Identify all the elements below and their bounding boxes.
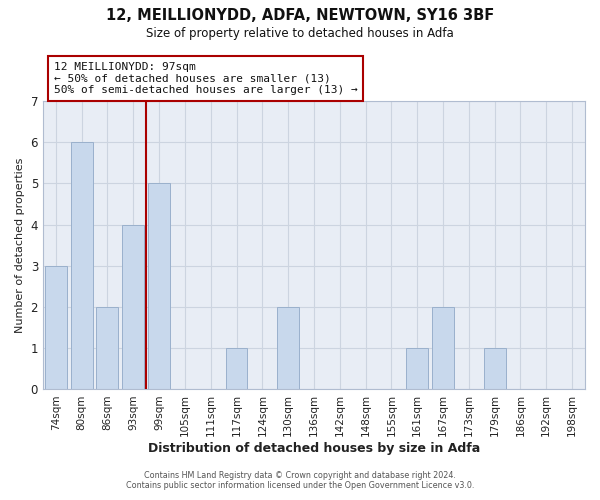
Y-axis label: Number of detached properties: Number of detached properties: [15, 158, 25, 333]
Bar: [148, 184, 170, 390]
Bar: [45, 266, 67, 390]
Bar: [484, 348, 506, 390]
Bar: [277, 307, 299, 390]
Bar: [122, 224, 144, 390]
Bar: [226, 348, 247, 390]
Text: 12 MEILLIONYDD: 97sqm
← 50% of detached houses are smaller (13)
50% of semi-deta: 12 MEILLIONYDD: 97sqm ← 50% of detached …: [54, 62, 358, 95]
Text: Size of property relative to detached houses in Adfa: Size of property relative to detached ho…: [146, 28, 454, 40]
Bar: [71, 142, 92, 390]
Bar: [432, 307, 454, 390]
Text: 12, MEILLIONYDD, ADFA, NEWTOWN, SY16 3BF: 12, MEILLIONYDD, ADFA, NEWTOWN, SY16 3BF: [106, 8, 494, 22]
Bar: [97, 307, 118, 390]
Bar: [406, 348, 428, 390]
X-axis label: Distribution of detached houses by size in Adfa: Distribution of detached houses by size …: [148, 442, 480, 455]
Text: Contains HM Land Registry data © Crown copyright and database right 2024.
Contai: Contains HM Land Registry data © Crown c…: [126, 470, 474, 490]
